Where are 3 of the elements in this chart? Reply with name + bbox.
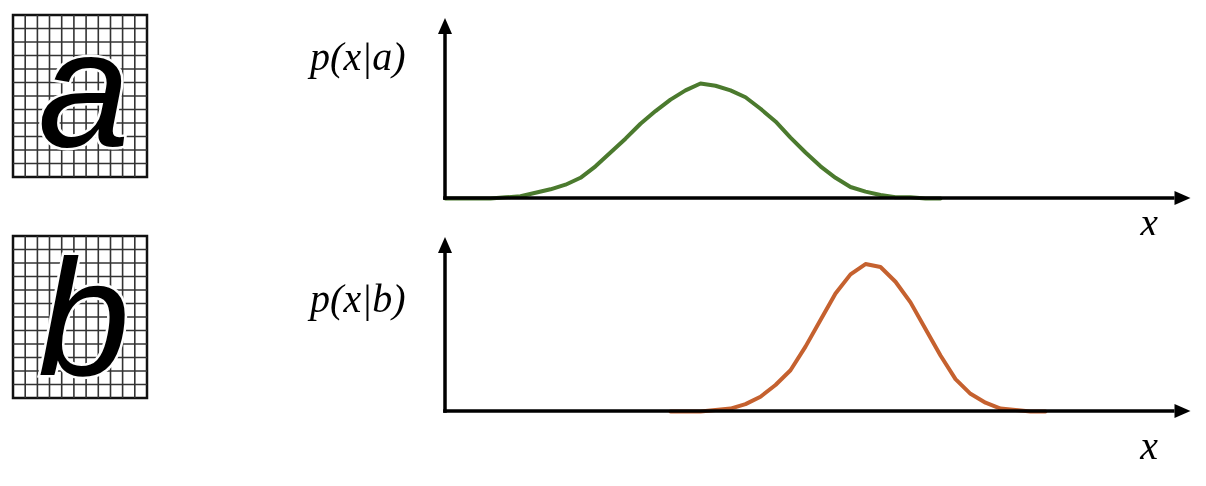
- y-axis-title: p(x|a): [307, 33, 406, 79]
- x-axis-title: x: [1139, 423, 1159, 468]
- y-axis-title: p(x|b): [307, 275, 406, 321]
